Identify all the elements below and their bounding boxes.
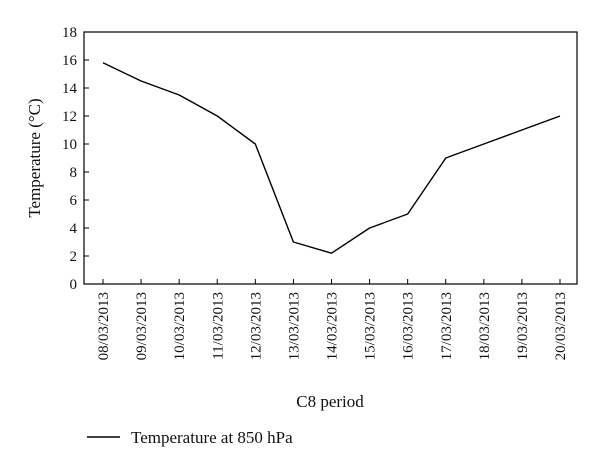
plot-frame <box>83 31 578 285</box>
x-axis-label: C8 period <box>296 392 364 411</box>
y-tick-label: 0 <box>70 277 78 293</box>
y-tick-label: 6 <box>70 193 78 209</box>
x-tick-label: 13/03/2013 <box>286 292 302 360</box>
y-tick-label: 8 <box>70 165 78 181</box>
x-tick-label: 14/03/2013 <box>325 292 341 360</box>
x-tick-label: 11/03/2013 <box>210 292 226 360</box>
series-line-0 <box>102 62 561 254</box>
y-tick-label: 16 <box>62 53 78 69</box>
x-tick-label: 09/03/2013 <box>134 292 150 360</box>
x-tick-label: 18/03/2013 <box>477 292 493 360</box>
y-tick-label: 4 <box>70 221 78 237</box>
x-tick-label: 19/03/2013 <box>515 292 531 360</box>
y-tick-label: 10 <box>62 137 77 153</box>
x-tick-label: 20/03/2013 <box>553 292 569 360</box>
y-axis-label: Temperature (°C) <box>25 98 44 217</box>
x-tick-label: 08/03/2013 <box>96 292 112 360</box>
x-tick-label: 17/03/2013 <box>439 292 455 360</box>
x-tick-label: 15/03/2013 <box>363 292 379 360</box>
y-axis: 0 2 4 6 8 10 12 14 16 18 <box>62 25 89 293</box>
y-tick-label: 12 <box>62 109 77 125</box>
y-tick-label: 14 <box>62 81 78 97</box>
x-tick-label: 12/03/2013 <box>248 292 264 360</box>
y-tick-label: 2 <box>70 249 78 265</box>
x-tick-label: 10/03/2013 <box>172 292 188 360</box>
series-layer <box>102 62 561 254</box>
x-axis: 08/03/2013 09/03/2013 10/03/2013 11/03/2013… <box>96 279 569 360</box>
y-tick-label: 18 <box>62 25 77 41</box>
x-tick-label: 16/03/2013 <box>401 292 417 360</box>
legend: Temperature at 850 hPa <box>87 428 293 447</box>
legend-label-temperature: Temperature at 850 hPa <box>131 428 293 447</box>
